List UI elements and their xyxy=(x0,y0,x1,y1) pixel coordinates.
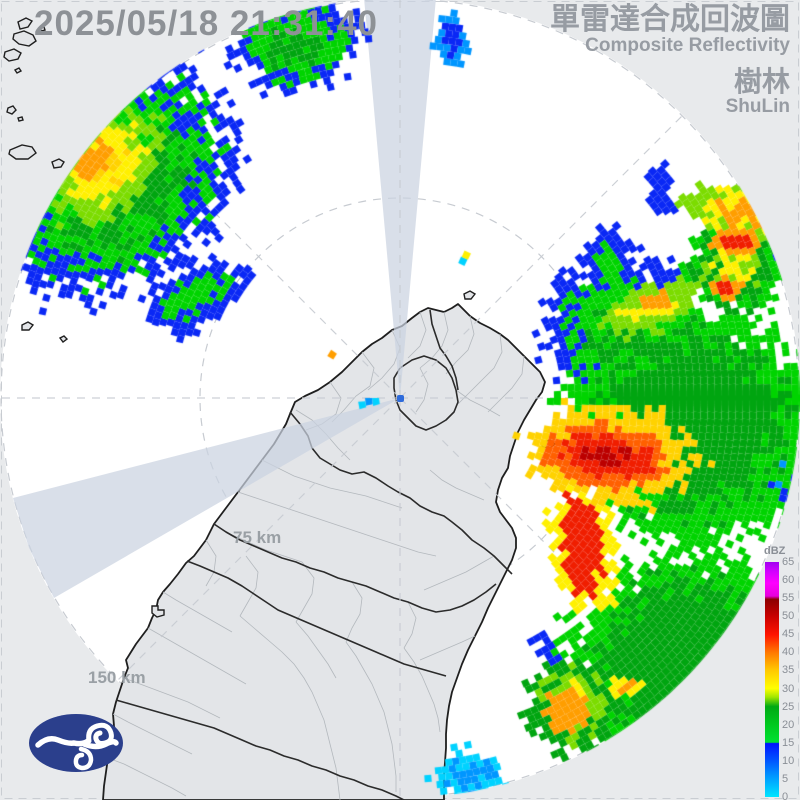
dbz-tick: 10 xyxy=(782,754,795,767)
dbz-tick: 45 xyxy=(782,628,795,641)
dbz-tick: 25 xyxy=(782,700,795,713)
dbz-tick: 60 xyxy=(782,574,795,587)
dbz-colorbar xyxy=(765,562,779,797)
dbz-tick: 30 xyxy=(782,682,795,695)
dbz-tick: 15 xyxy=(782,736,795,749)
dbz-tick-labels: 65 60 55 50 45 40 35 30 25 20 15 10 5 0 xyxy=(782,556,800,800)
station-name-zh: 樹林 xyxy=(733,66,790,98)
dbz-tick: 0 xyxy=(782,791,789,800)
dbz-tick: 5 xyxy=(782,772,789,785)
dbz-legend: dBZ 65 60 55 50 45 40 35 30 25 20 15 10 5 0 xyxy=(763,545,800,800)
dbz-unit-label: dBZ xyxy=(764,545,786,557)
dbz-tick: 40 xyxy=(782,646,795,659)
dbz-tick: 55 xyxy=(782,592,795,605)
cwb-logo xyxy=(29,714,123,772)
product-title-en: Composite Reflectivity xyxy=(585,34,790,56)
dbz-tick: 50 xyxy=(782,610,795,623)
dbz-tick: 65 xyxy=(782,556,795,568)
title-block: 單雷達合成回波圖 Composite Reflectivity 樹林 ShuLi… xyxy=(550,4,790,117)
product-title-zh: 單雷達合成回波圖 xyxy=(550,3,790,36)
station-name-en: ShuLin xyxy=(725,95,790,117)
dbz-tick: 20 xyxy=(782,718,795,731)
dbz-tick: 35 xyxy=(782,664,795,677)
timestamp: 2025/05/18 21:31:40 xyxy=(34,4,378,43)
